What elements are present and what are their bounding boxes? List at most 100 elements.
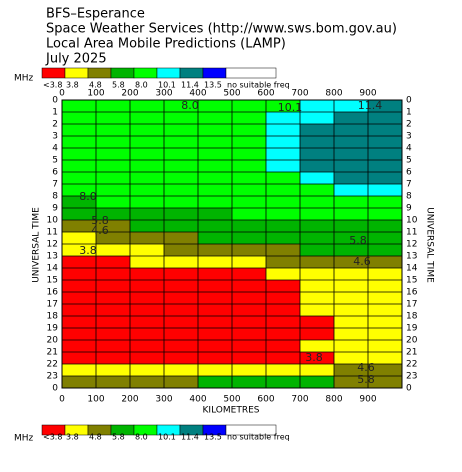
contour-cell	[232, 124, 267, 137]
contour-cell	[198, 352, 233, 365]
contour-cell	[164, 352, 199, 365]
legend-swatch	[225, 424, 277, 436]
contour-cell	[198, 376, 233, 389]
contour-cell	[164, 220, 199, 233]
contour-label: 11.4	[358, 99, 383, 112]
x-tick-label: 500	[223, 89, 240, 99]
contour-cell	[96, 184, 131, 197]
legend-swatch	[225, 67, 277, 79]
contour-cell	[334, 244, 369, 257]
contour-cell	[130, 232, 165, 245]
legend-label: <3.8	[43, 81, 62, 90]
x-tick-label: 700	[291, 395, 308, 405]
contour-cell	[130, 184, 165, 197]
legend-swatch	[156, 67, 181, 79]
contour-cell	[334, 316, 369, 329]
contour-cell	[300, 220, 335, 233]
contour-cell	[164, 100, 199, 113]
unit-label: MHz	[14, 74, 34, 84]
contour-cell	[368, 316, 403, 329]
contour-cell	[130, 112, 165, 125]
y-tick-label: 0	[406, 384, 412, 394]
legend-label: 10.1	[158, 433, 176, 442]
contour-cell	[96, 124, 131, 137]
contour-cell	[232, 112, 267, 125]
contour-cell	[130, 172, 165, 185]
contour-cell	[300, 304, 335, 317]
contour-cell	[300, 172, 335, 185]
contour-cell	[164, 244, 199, 257]
contour-cell	[130, 256, 165, 269]
contour-cell	[368, 220, 403, 233]
x-tick-label: 400	[189, 395, 206, 405]
contour-cell	[198, 244, 233, 257]
contour-cell	[96, 352, 131, 365]
contour-cell	[266, 340, 301, 353]
contour-label: 4.6	[357, 361, 375, 374]
contour-cell	[198, 184, 233, 197]
contour-label: 5.8	[349, 234, 367, 247]
x-tick-label: 600	[257, 395, 274, 405]
plot-frame	[61, 99, 403, 389]
contour-cell	[198, 124, 233, 137]
contour-cell	[164, 232, 199, 245]
contour-cell	[368, 112, 403, 125]
contour-cell	[334, 328, 369, 341]
x-tick-label: 900	[359, 395, 376, 405]
y-tick-label: 20	[406, 336, 418, 346]
contour-cell	[62, 292, 97, 305]
contour-cell	[232, 352, 267, 365]
contour-cell	[266, 136, 301, 149]
contour-cell	[300, 340, 335, 353]
contour-cell	[96, 364, 131, 377]
contour-cell	[96, 292, 131, 305]
contour-cell	[368, 160, 403, 173]
y-tick-label: 6	[52, 168, 58, 178]
contour-cell	[130, 364, 165, 377]
contour-cell	[232, 100, 267, 113]
contour-cell	[266, 364, 301, 377]
contour-cell	[232, 280, 267, 293]
legend-label: 5.8	[112, 81, 125, 90]
contour-cell	[232, 268, 267, 281]
x-tick-label: 800	[325, 89, 342, 99]
legend-label: 3.8	[66, 81, 79, 90]
contour-cell	[198, 220, 233, 233]
contour-cell	[96, 268, 131, 281]
contour-cell	[164, 280, 199, 293]
contour-cell	[130, 304, 165, 317]
contour-cell	[96, 328, 131, 341]
contour-cell	[368, 280, 403, 293]
legend-label: 4.8	[89, 81, 102, 90]
contour-cell	[130, 340, 165, 353]
contour-cell	[164, 196, 199, 209]
x-tick-label: 400	[189, 89, 206, 99]
x-tick-label: 700	[291, 89, 308, 99]
contour-cell	[334, 268, 369, 281]
contour-cell	[232, 316, 267, 329]
x-axis-label: KILOMETRES	[203, 406, 260, 416]
contour-cell	[300, 352, 335, 365]
contour-cell	[300, 148, 335, 161]
contour-cell	[232, 208, 267, 221]
contour-cell	[300, 268, 335, 281]
contour-cell	[232, 220, 267, 233]
contour-cell	[266, 232, 301, 245]
contour-cell	[334, 112, 369, 125]
contour-cell	[198, 136, 233, 149]
contour-cell	[62, 160, 97, 173]
contour-cell	[266, 352, 301, 365]
contour-cell	[62, 316, 97, 329]
contour-cell	[266, 208, 301, 221]
contour-cell	[334, 172, 369, 185]
contour-cell	[62, 280, 97, 293]
title-line: July 2025	[45, 52, 107, 67]
contour-cell	[232, 376, 267, 389]
contour-cell	[266, 376, 301, 389]
contour-cell	[164, 112, 199, 125]
contour-cell	[62, 172, 97, 185]
y-tick-label: 12	[406, 240, 417, 250]
legend-label: 4.8	[89, 433, 102, 442]
contour-cell	[96, 172, 131, 185]
x-tick-label: 0	[59, 395, 65, 405]
